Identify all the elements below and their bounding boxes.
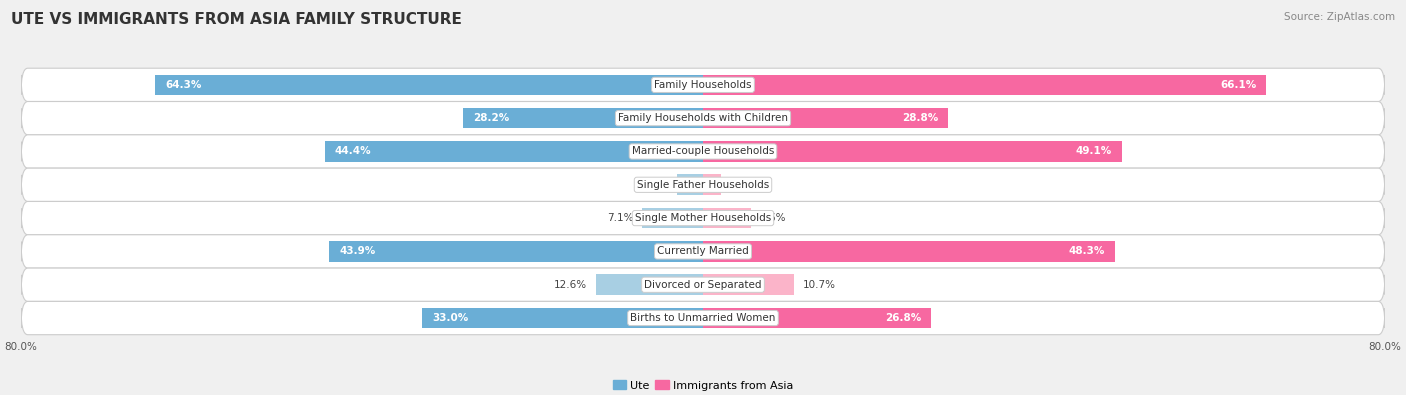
Text: Divorced or Separated: Divorced or Separated <box>644 280 762 290</box>
Bar <box>422 308 703 328</box>
Text: Source: ZipAtlas.com: Source: ZipAtlas.com <box>1284 12 1395 22</box>
Bar <box>703 308 931 328</box>
FancyBboxPatch shape <box>21 168 1385 201</box>
Text: 28.2%: 28.2% <box>472 113 509 123</box>
Text: UTE VS IMMIGRANTS FROM ASIA FAMILY STRUCTURE: UTE VS IMMIGRANTS FROM ASIA FAMILY STRUC… <box>11 12 463 27</box>
FancyBboxPatch shape <box>21 201 1385 235</box>
Bar <box>703 175 721 195</box>
Text: 12.6%: 12.6% <box>554 280 588 290</box>
Text: 3.0%: 3.0% <box>643 180 669 190</box>
Bar <box>703 141 1122 162</box>
Bar <box>703 275 794 295</box>
FancyBboxPatch shape <box>21 268 1385 301</box>
Text: 33.0%: 33.0% <box>432 313 468 323</box>
Bar <box>703 75 1267 95</box>
Text: Married-couple Households: Married-couple Households <box>631 147 775 156</box>
Text: Single Father Households: Single Father Households <box>637 180 769 190</box>
Bar <box>703 241 1115 262</box>
Text: Family Households: Family Households <box>654 80 752 90</box>
FancyBboxPatch shape <box>21 301 1385 335</box>
FancyBboxPatch shape <box>21 68 1385 102</box>
Bar <box>643 208 703 228</box>
Text: Single Mother Households: Single Mother Households <box>636 213 770 223</box>
FancyBboxPatch shape <box>21 102 1385 135</box>
Text: 10.7%: 10.7% <box>803 280 835 290</box>
Text: 5.6%: 5.6% <box>759 213 786 223</box>
Bar <box>596 275 703 295</box>
Legend: Ute, Immigrants from Asia: Ute, Immigrants from Asia <box>609 376 797 395</box>
Text: 49.1%: 49.1% <box>1076 147 1111 156</box>
Text: 2.1%: 2.1% <box>730 180 756 190</box>
Text: Births to Unmarried Women: Births to Unmarried Women <box>630 313 776 323</box>
Text: 48.3%: 48.3% <box>1069 246 1105 256</box>
Text: 66.1%: 66.1% <box>1220 80 1256 90</box>
Text: 7.1%: 7.1% <box>607 213 634 223</box>
FancyBboxPatch shape <box>21 135 1385 168</box>
Bar <box>155 75 703 95</box>
Bar <box>325 141 703 162</box>
Bar <box>463 108 703 128</box>
Bar <box>703 208 751 228</box>
Text: Currently Married: Currently Married <box>657 246 749 256</box>
Text: 43.9%: 43.9% <box>339 246 375 256</box>
Bar <box>703 108 949 128</box>
Bar <box>678 175 703 195</box>
Text: 64.3%: 64.3% <box>165 80 201 90</box>
Text: 26.8%: 26.8% <box>884 313 921 323</box>
Bar <box>329 241 703 262</box>
Text: 44.4%: 44.4% <box>335 147 371 156</box>
Text: 28.8%: 28.8% <box>903 113 938 123</box>
FancyBboxPatch shape <box>21 235 1385 268</box>
Text: Family Households with Children: Family Households with Children <box>619 113 787 123</box>
